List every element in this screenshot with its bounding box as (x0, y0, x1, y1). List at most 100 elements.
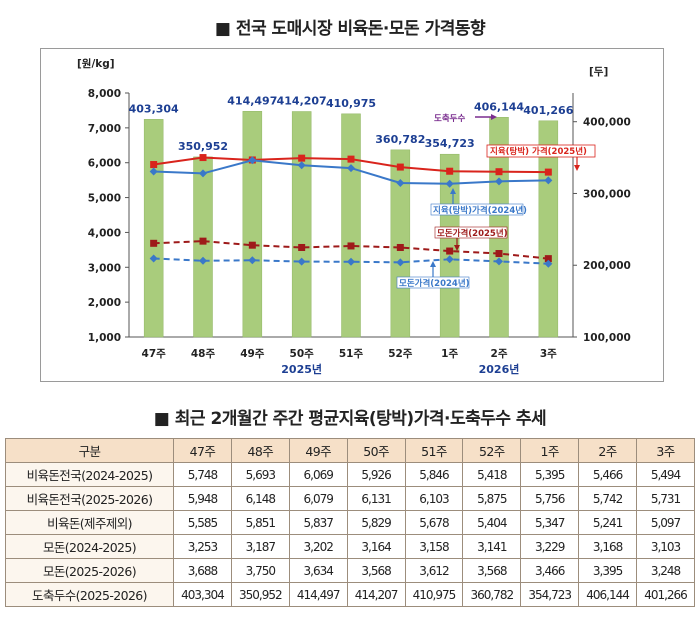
table-cell: 3,103 (636, 534, 695, 559)
table-cell: 3,568 (462, 558, 522, 583)
series-marker-pork_2025 (150, 161, 158, 169)
series-marker-sow_2024 (248, 256, 257, 265)
series-marker-pork_2024 (248, 156, 257, 165)
table-cell: 5,846 (404, 462, 464, 487)
pork-2024-label-box (430, 203, 524, 216)
series-marker-sow_2025 (248, 241, 256, 249)
table-cell: 6,069 (288, 462, 348, 487)
table-row: 비육돈전국(2025-2026) 5,948 6,148 6,079 6,131 6,10… (5, 486, 695, 511)
table-header-cell: 47주 (173, 438, 232, 463)
table-cell: 354,723 (520, 582, 580, 607)
slaughter-bar (143, 119, 164, 338)
slaughter-bar (291, 111, 312, 338)
series-marker-pork_2025 (199, 154, 207, 162)
table-cell: 5,494 (636, 462, 695, 487)
right-tick-label: 400,000 (583, 117, 631, 129)
x-category-label: 49주 (240, 348, 265, 360)
left-tick-label: 5,000 (88, 193, 121, 205)
x-category-label: 47주 (142, 348, 167, 360)
table-cell: 5,829 (346, 510, 406, 535)
price-trend-table: 구분 47주 48주 49주 50주 51주 52주 1주 2주 3주 비육돈전… (5, 438, 695, 607)
series-marker-pork_2024 (445, 179, 454, 188)
series-marker-sow_2024 (149, 254, 158, 263)
series-marker-pork_2024 (149, 167, 158, 176)
table-cell: 3,187 (230, 534, 290, 559)
x-category-label: 3주 (540, 348, 557, 360)
sow-2025-arrowhead (454, 245, 460, 251)
right-axis-unit: [두] (589, 66, 608, 78)
left-tick-label: 6,000 (88, 158, 121, 170)
series-marker-pork_2024 (544, 176, 553, 185)
slaughter-bar (242, 111, 263, 338)
right-tick-label: 200,000 (583, 260, 631, 272)
series-marker-sow_2025 (199, 237, 207, 245)
table-cell: 5,837 (288, 510, 348, 535)
x-category-label: 50주 (290, 348, 315, 360)
table-header-cell: 52주 (462, 438, 522, 463)
slaughter-arrowhead (491, 114, 497, 120)
table-row: 비육돈전국(2024-2025) 5,748 5,693 6,069 5,926 5,84… (5, 462, 695, 487)
table-row-label: 비육돈(제주제외) (5, 510, 174, 535)
table-cell: 5,678 (404, 510, 464, 535)
x-category-label: 48주 (191, 348, 216, 360)
table-cell: 5,731 (636, 486, 695, 511)
price-slaughter-chart: 1,000 2,000 3,000 4,000 5,000 6,000 7,000 8,000… (77, 57, 631, 376)
chart-title: ■ 전국 도매시장 비육돈·모돈 가격동향 (214, 19, 486, 39)
series-marker-sow_2024 (396, 258, 405, 267)
pork-2025-annotation: 지육(탕박) 가격(2025년) (490, 146, 587, 157)
table-cell: 3,248 (636, 558, 695, 583)
slaughter-bar-label: 354,723 (425, 137, 475, 150)
table-cell: 3,612 (404, 558, 464, 583)
series-marker-pork_2025 (298, 154, 306, 162)
table-cell: 406,144 (578, 582, 637, 607)
table-cell: 5,748 (173, 462, 232, 487)
table-row-label: 도축두수(2025-2026) (5, 582, 174, 607)
series-marker-pork_2024 (347, 164, 355, 173)
table-row: 모돈(2025-2026) 3,688 3,750 3,634 3,568 3,612 3,… (5, 558, 695, 583)
table-cell: 3,164 (346, 534, 406, 559)
table-header-row: 구분 47주 48주 49주 50주 51주 52주 1주 2주 3주 (5, 438, 695, 463)
series-marker-sow_2024 (199, 256, 207, 265)
table-cell: 5,851 (230, 510, 290, 535)
table-cell: 6,079 (288, 486, 348, 511)
left-tick-label: 2,000 (88, 297, 121, 309)
table-row: 모돈(2024-2025) 3,253 3,187 3,202 3,164 3,158 3,… (5, 534, 695, 559)
slaughter-bar-label: 414,497 (227, 94, 277, 107)
series-marker-sow_2024 (297, 257, 306, 266)
series-marker-pork_2024 (199, 169, 207, 178)
pork-2025-arrowhead (574, 165, 580, 171)
slaughter-annotation: 도축두수 (434, 113, 465, 124)
series-marker-pork_2024 (297, 161, 306, 170)
table-title: ■ 최근 2개월간 주간 평균지육(탕박)가격·도축두수 추세 (153, 409, 547, 429)
pork-2024-arrowhead (450, 188, 456, 194)
series-marker-sow_2025 (150, 239, 158, 247)
series-marker-pork_2025 (544, 168, 552, 176)
chart-container: 1,000 2,000 3,000 4,000 5,000 6,000 7,000 8,000… (40, 48, 664, 382)
table-header-cell: 51주 (404, 438, 464, 463)
left-tick-label: 3,000 (88, 262, 121, 274)
table-row-label: 모돈(2025-2026) (5, 558, 174, 583)
table-cell: 3,158 (404, 534, 464, 559)
slaughter-bar (193, 156, 213, 338)
table-cell: 5,926 (346, 462, 406, 487)
table-header-cell: 구분 (5, 438, 174, 463)
sow-2024-annotation: 모돈가격(2024년) (399, 278, 470, 289)
series-marker-sow_2024 (495, 257, 503, 266)
series-marker-sow_2025 (347, 242, 355, 250)
table-cell: 5,347 (520, 510, 580, 535)
table-cell: 3,229 (520, 534, 580, 559)
table-cell: 5,585 (173, 510, 232, 535)
table-cell: 3,568 (346, 558, 406, 583)
table-header-cell: 49주 (288, 438, 348, 463)
table-cell: 360,782 (462, 582, 522, 607)
series-marker-pork_2025 (446, 167, 454, 175)
table-row-label: 모돈(2024-2025) (5, 534, 174, 559)
slaughter-bar-label: 406,144 (474, 100, 524, 113)
left-tick-label: 4,000 (88, 227, 121, 239)
table-cell: 414,207 (346, 582, 406, 607)
slaughter-bar-label: 360,782 (375, 133, 425, 146)
table-cell: 5,756 (520, 486, 580, 511)
series-marker-sow_2025 (544, 255, 552, 263)
year-label: 2026년 (479, 362, 520, 376)
table-header-cell: 48주 (230, 438, 290, 463)
